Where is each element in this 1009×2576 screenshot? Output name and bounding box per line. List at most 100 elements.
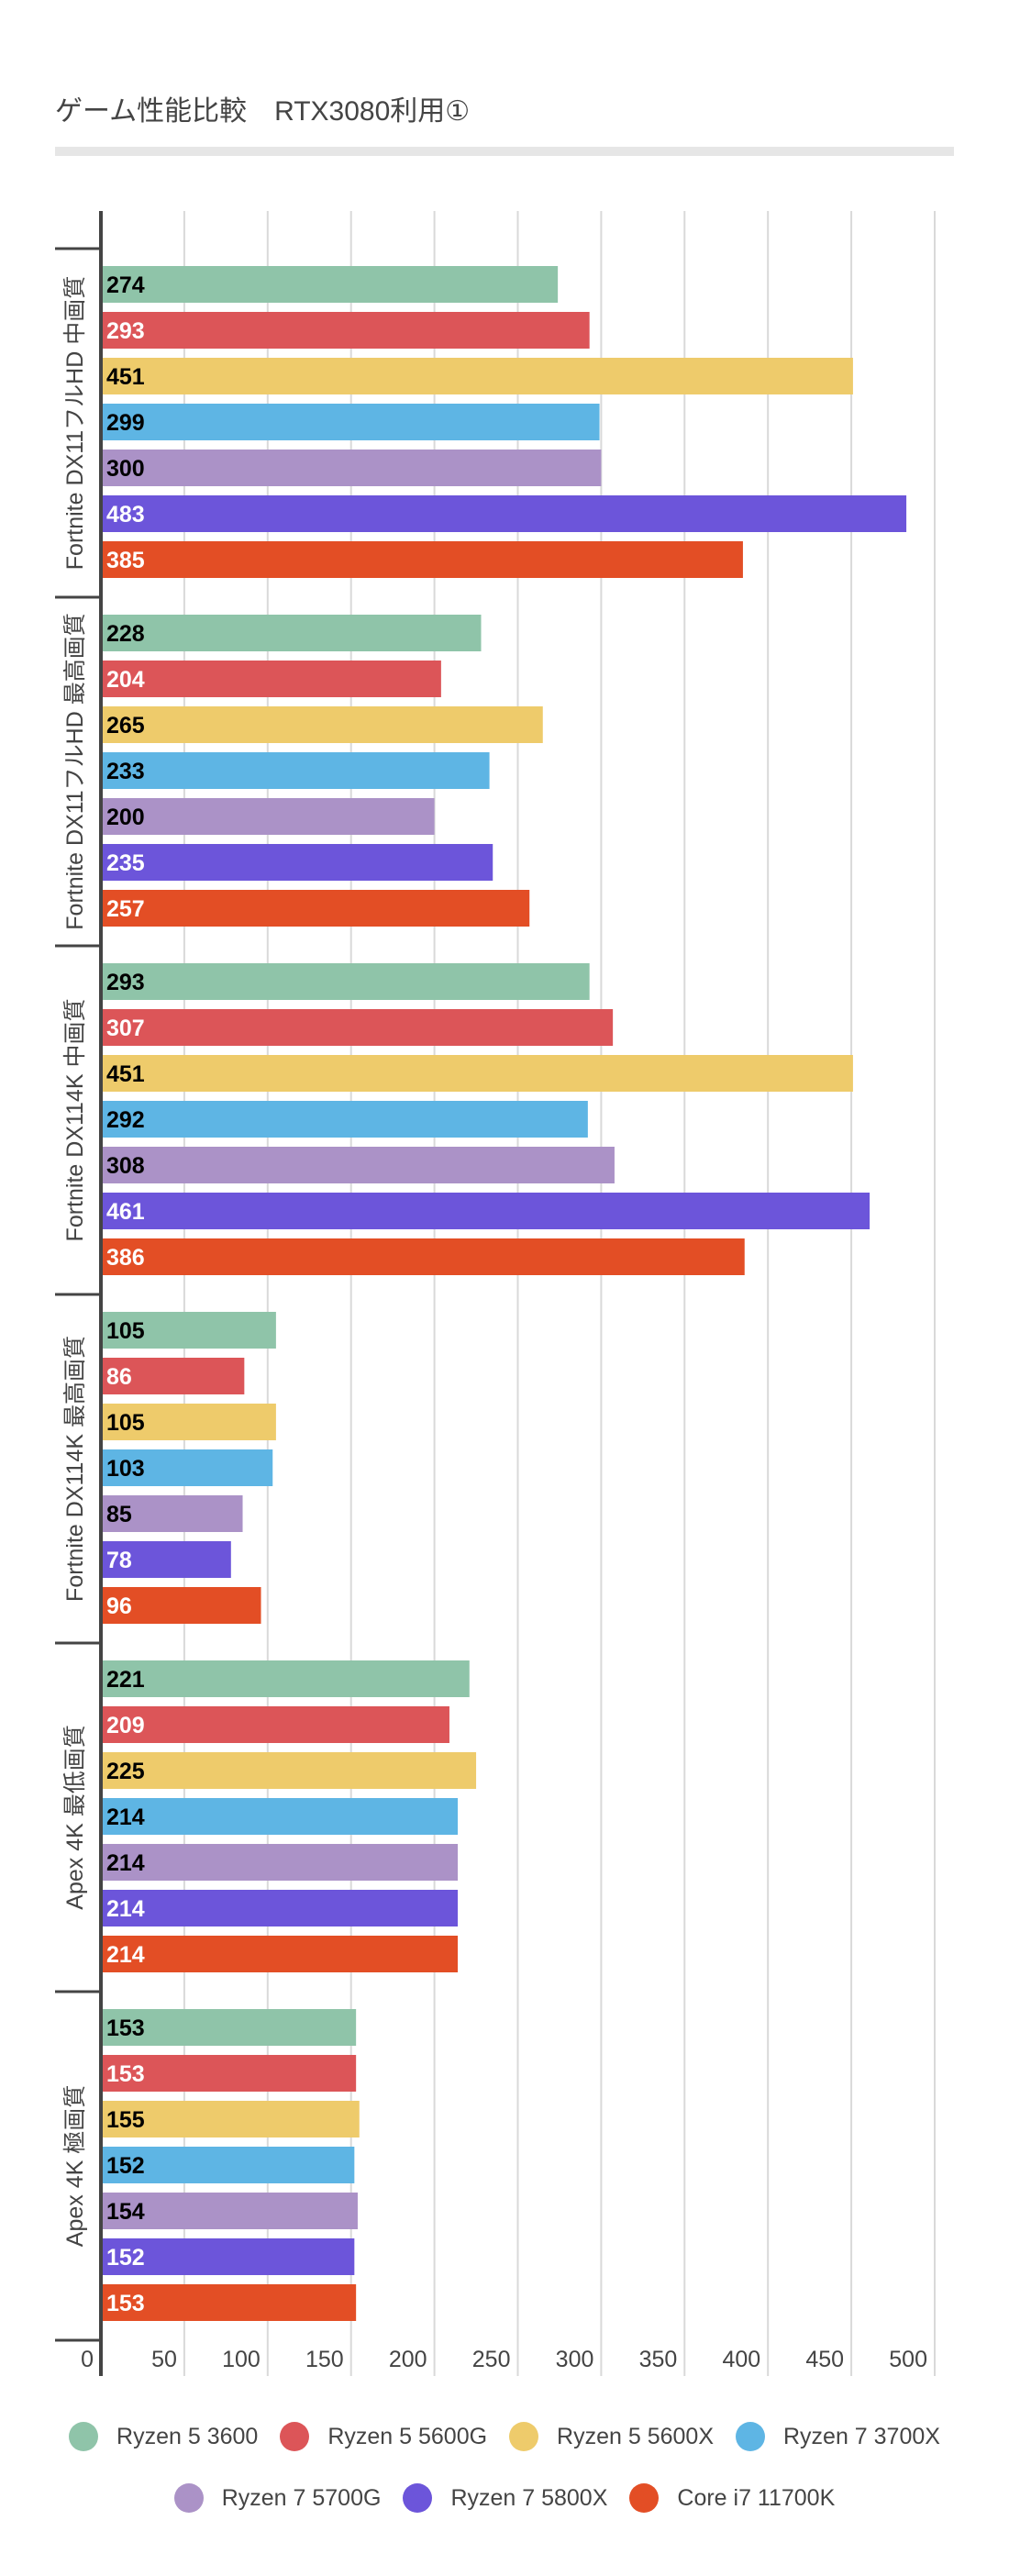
bar-value-label: 214	[106, 1896, 145, 1922]
bar	[103, 2193, 358, 2229]
bar	[103, 1238, 745, 1275]
bar	[103, 266, 559, 303]
x-tick-label: 0	[81, 2347, 94, 2372]
x-tick-label: 450	[805, 2347, 844, 2372]
category-label: Apex 4K 極画質	[62, 2085, 88, 2247]
bar	[103, 1009, 614, 1046]
bar-value-label: 200	[106, 805, 145, 830]
bar-value-label: 78	[106, 1548, 132, 1573]
bar	[103, 1404, 276, 1440]
bar	[103, 1706, 449, 1743]
bar	[103, 798, 435, 835]
bar-value-label: 385	[106, 548, 145, 573]
bar	[103, 1147, 615, 1183]
legend-row-1: Ryzen 5 3600 Ryzen 5 5600G Ryzen 5 5600X Ry…	[0, 2422, 1009, 2451]
legend-label: Ryzen 7 3700X	[783, 2423, 940, 2449]
chart-title: ゲーム性能比較 RTX3080利用①	[55, 96, 471, 127]
legend-swatch-icon	[280, 2422, 310, 2451]
bar-value-label: 386	[106, 1245, 145, 1271]
bar	[103, 963, 590, 1000]
legend-label: Ryzen 5 5600X	[557, 2423, 714, 2449]
bar-value-label: 308	[106, 1153, 145, 1179]
legend-label: Ryzen 7 5700G	[221, 2484, 382, 2511]
bar	[103, 1449, 273, 1486]
bar	[103, 358, 853, 394]
bar	[103, 404, 600, 440]
x-tick-label: 250	[472, 2347, 511, 2372]
legend-label: Ryzen 7 5800X	[450, 2484, 608, 2511]
legend-item[interactable]: Ryzen 5 5600G	[280, 2422, 487, 2451]
title-divider	[55, 147, 954, 156]
legend-swatch-icon	[69, 2422, 99, 2451]
bar	[103, 1844, 459, 1881]
bar	[103, 1936, 459, 1972]
bar	[103, 890, 530, 927]
bar-value-label: 257	[106, 896, 145, 922]
legend-item[interactable]: Ryzen 7 3700X	[736, 2422, 940, 2451]
bar-value-label: 293	[106, 970, 145, 995]
bar-value-label: 274	[106, 272, 145, 298]
bar-value-label: 214	[106, 1942, 145, 1968]
bar-value-label: 235	[106, 850, 145, 876]
x-tick-label: 100	[222, 2347, 261, 2372]
legend-item[interactable]: Ryzen 7 5800X	[403, 2483, 607, 2513]
bar	[103, 2009, 357, 2046]
legend-label: Ryzen 5 3600	[116, 2423, 259, 2449]
bar-value-label: 209	[106, 1713, 145, 1738]
bar	[103, 1101, 588, 1138]
bar	[103, 1312, 276, 1349]
x-tick-label: 300	[556, 2347, 594, 2372]
x-tick-label: 350	[639, 2347, 678, 2372]
bar-value-label: 152	[106, 2245, 145, 2271]
bar	[103, 2238, 355, 2275]
bar-value-label: 225	[106, 1759, 145, 1784]
bar-value-label: 105	[106, 1410, 145, 1436]
bar	[103, 2101, 360, 2137]
x-tick-label: 200	[389, 2347, 427, 2372]
bar-value-label: 483	[106, 502, 145, 527]
bar	[103, 706, 543, 743]
legend-item[interactable]: Core i7 11700K	[629, 2483, 835, 2513]
legend-swatch-icon	[629, 2483, 660, 2513]
category-label: Fortnite DX114K 最高画質	[62, 1336, 88, 1602]
bar-value-label: 85	[106, 1502, 132, 1527]
bar-value-label: 300	[106, 456, 145, 482]
bar-value-label: 451	[106, 1061, 145, 1087]
legend-item[interactable]: Ryzen 5 5600X	[509, 2422, 714, 2451]
bar	[103, 1752, 477, 1789]
bar-value-label: 233	[106, 759, 145, 784]
bar	[103, 1798, 459, 1835]
category-label: Fortnite DX11フルHD 最高画質	[62, 613, 88, 929]
bar-value-label: 105	[106, 1318, 145, 1344]
legend-label: Core i7 11700K	[677, 2484, 836, 2511]
legend-swatch-icon	[173, 2483, 204, 2513]
bar	[103, 1193, 870, 1229]
bar	[103, 1358, 245, 1394]
bar	[103, 450, 602, 486]
bar-value-label: 451	[106, 364, 145, 390]
bar-value-label: 154	[106, 2199, 145, 2225]
legend-item[interactable]: Ryzen 7 5700G	[173, 2483, 382, 2513]
bar	[103, 1587, 261, 1624]
bar-value-label: 152	[106, 2153, 145, 2179]
bar-value-label: 299	[106, 410, 145, 436]
bar	[103, 1660, 470, 1697]
bar	[103, 1495, 243, 1532]
bar-value-label: 96	[106, 1593, 132, 1619]
legend-swatch-icon	[509, 2422, 539, 2451]
bar	[103, 2055, 357, 2092]
bar-value-label: 204	[106, 667, 145, 693]
bar-value-label: 153	[106, 2061, 145, 2087]
bar	[103, 312, 590, 349]
bar	[103, 495, 907, 532]
bar-value-label: 265	[106, 713, 145, 738]
bar-value-label: 214	[106, 1850, 145, 1876]
bar	[103, 844, 493, 881]
category-label: Fortnite DX114K 中画質	[62, 999, 88, 1242]
bar-value-label: 103	[106, 1456, 145, 1482]
bar	[103, 2284, 357, 2321]
bar	[103, 1055, 853, 1092]
legend-item[interactable]: Ryzen 5 3600	[69, 2422, 258, 2451]
bar-value-label: 461	[106, 1199, 145, 1225]
bar-value-label: 293	[106, 318, 145, 344]
